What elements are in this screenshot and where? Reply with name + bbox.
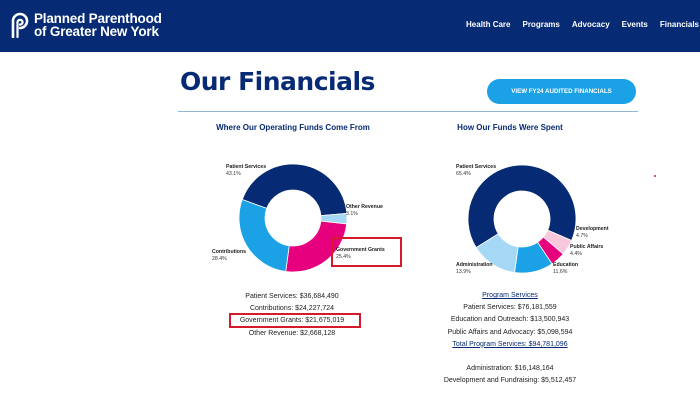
list-item-development-fundraising: Development and Fundraising: $5,512,457 (443, 377, 577, 385)
list-item-government-grants: Government Grants: $21,675,019 (239, 317, 345, 325)
list-item-public-affairs-advocacy: Public Affairs and Advocacy: $5,098,594 (447, 328, 573, 336)
title-divider (178, 111, 638, 112)
funds-sources-donut-chart (238, 163, 348, 273)
nav-financials[interactable]: Financials (659, 20, 699, 29)
label-administration: Administration 13.9% (456, 262, 493, 275)
pp-logo-icon (11, 12, 29, 38)
nav-events[interactable]: Events (621, 20, 648, 29)
audited-financials-button[interactable]: VIEW FY24 AUDITED FINANCIALS (487, 79, 636, 104)
label-spent-patient-services: Patient Services 65.4% (456, 164, 497, 177)
nav-programs[interactable]: Programs (522, 20, 560, 29)
list-item-administration: Administration: $16,148,164 (466, 364, 554, 372)
spent-patient-services-slice (467, 164, 577, 249)
label-other-revenue: Other Revenue 3.1% (346, 204, 383, 217)
list-item-spent-patient-services: Patient Services: $76,181,559 (463, 304, 557, 312)
list-item-education-outreach: Education and Outreach: $13,500,943 (450, 316, 570, 324)
list-item-contributions: Contributions: $24,227,724 (249, 305, 335, 313)
sources-contributions-slice (238, 199, 290, 272)
page-edge-marker (654, 175, 656, 177)
label-patient-services: Patient Services 43.1% (226, 164, 267, 177)
list-spacer (430, 351, 590, 363)
brand-name-line2: of Greater New York (34, 24, 159, 39)
sources-patient-services-slice (241, 163, 348, 217)
funds-sources-list: Patient Services: $36,684,490 Contributi… (190, 291, 394, 340)
spent-administration-slice (475, 233, 519, 273)
list-item-total-program-services[interactable]: Total Program Services: $94,781,096 (452, 340, 568, 348)
page-title: Our Financials (180, 67, 375, 96)
brand-name: Planned Parenthood of Greater New York (34, 11, 162, 39)
top-navigation-bar: Planned Parenthood of Greater New York H… (0, 0, 700, 52)
funds-spent-title: How Our Funds Were Spent (457, 123, 563, 132)
list-item-other-revenue: Other Revenue: $2,668,128 (248, 329, 336, 337)
highlight-box-government-grants-label (331, 237, 402, 267)
list-item-patient-services: Patient Services: $36,684,490 (245, 293, 339, 300)
brand-logo[interactable]: Planned Parenthood of Greater New York (10, 12, 162, 38)
label-contributions: Contributions 28.4% (212, 249, 246, 262)
program-services-header[interactable]: Program Services (482, 292, 538, 299)
label-government-grants: Government Grants 25.4% (336, 247, 385, 260)
nav-health-care[interactable]: Health Care (466, 20, 511, 29)
funds-spent-donut-chart (467, 164, 577, 274)
main-nav: Health Care Programs Advocacy Events Fin… (466, 20, 700, 29)
funds-spent-list: Program Services Patient Services: $76,1… (430, 290, 590, 387)
label-development: Development 4.7% (576, 226, 609, 239)
label-education: Education 11.6% (553, 262, 579, 275)
highlight-box-government-grants-amount (229, 313, 361, 328)
funds-sources-title: Where Our Operating Funds Come From (216, 123, 370, 132)
nav-advocacy[interactable]: Advocacy (571, 20, 610, 29)
brand-name-line1: Planned Parenthood (34, 11, 162, 26)
label-public-affairs: Public Affairs 4.4% (570, 244, 604, 257)
